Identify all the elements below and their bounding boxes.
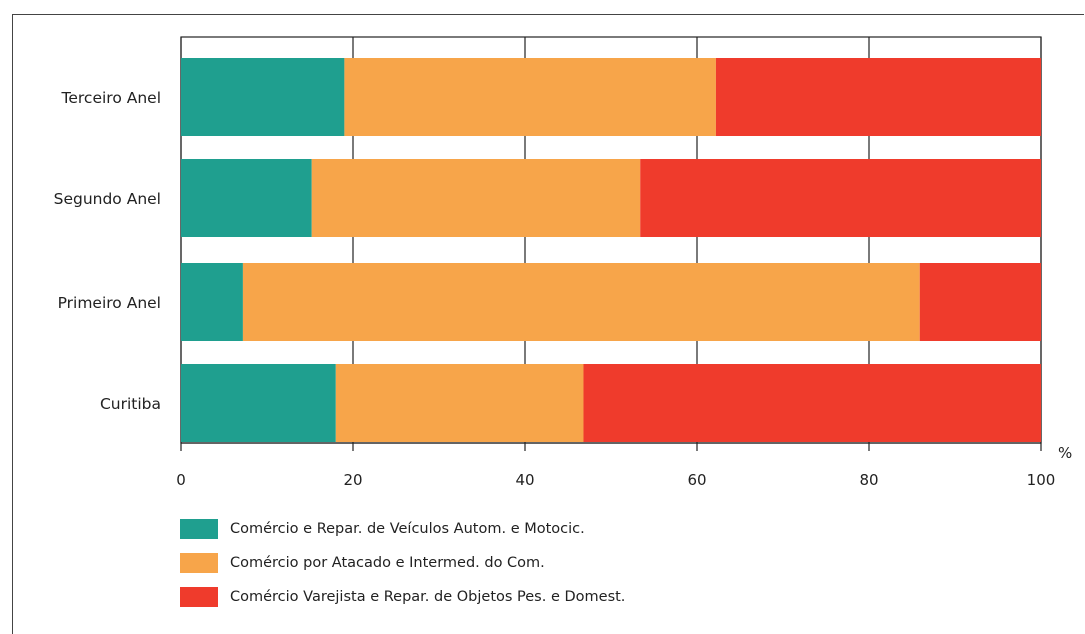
bar-segment-1	[181, 364, 336, 442]
legend-label-3: Comércio Varejista e Repar. de Objetos P…	[230, 589, 626, 605]
x-tick-label: 60	[687, 471, 706, 489]
chart-frame	[12, 14, 1084, 634]
x-axis-ticks: 0 20 40 60 80 100	[176, 471, 1055, 489]
bar-segment-3	[640, 159, 1041, 237]
y-category-label: Terceiro Anel	[61, 89, 161, 107]
legend: Comércio e Repar. de Veículos Autom. e M…	[180, 518, 625, 620]
y-category-label: Segundo Anel	[54, 190, 161, 208]
x-axis-unit-label: %	[1058, 444, 1072, 462]
legend-item: Comércio por Atacado e Intermed. do Com.	[180, 552, 625, 574]
y-axis-labels: Terceiro Anel Segundo Anel Primeiro Anel Cu…	[54, 89, 161, 413]
bar-segment-2	[344, 58, 716, 136]
bars	[181, 58, 1041, 442]
x-tick-label: 100	[1027, 471, 1056, 489]
bar-segment-1	[181, 58, 345, 136]
x-tick-label: 20	[343, 471, 362, 489]
bar-segment-3	[919, 263, 1041, 341]
bar-segment-2	[311, 159, 641, 237]
bar-segment-2	[242, 263, 920, 341]
legend-label-2: Comércio por Atacado e Intermed. do Com.	[230, 555, 545, 571]
legend-swatch-1	[180, 519, 218, 539]
x-tick-label: 80	[859, 471, 878, 489]
bar-segment-2	[335, 364, 584, 442]
y-category-label: Curitiba	[100, 395, 161, 413]
legend-item: Comércio e Repar. de Veículos Autom. e M…	[180, 518, 625, 540]
stacked-bar-chart: Terceiro Anel Segundo Anel Primeiro Anel Cu…	[54, 36, 1072, 489]
y-category-label: Primeiro Anel	[58, 294, 161, 312]
bar-segment-1	[181, 263, 243, 341]
legend-label-1: Comércio e Repar. de Veículos Autom. e M…	[230, 521, 585, 537]
bar-segment-3	[715, 58, 1041, 136]
bar-segment-3	[583, 364, 1041, 442]
legend-swatch-3	[180, 587, 218, 607]
x-tick-label: 0	[176, 471, 186, 489]
x-tick-label: 40	[515, 471, 534, 489]
bar-segment-1	[181, 159, 312, 237]
legend-item: Comércio Varejista e Repar. de Objetos P…	[180, 586, 625, 608]
legend-swatch-2	[180, 553, 218, 573]
